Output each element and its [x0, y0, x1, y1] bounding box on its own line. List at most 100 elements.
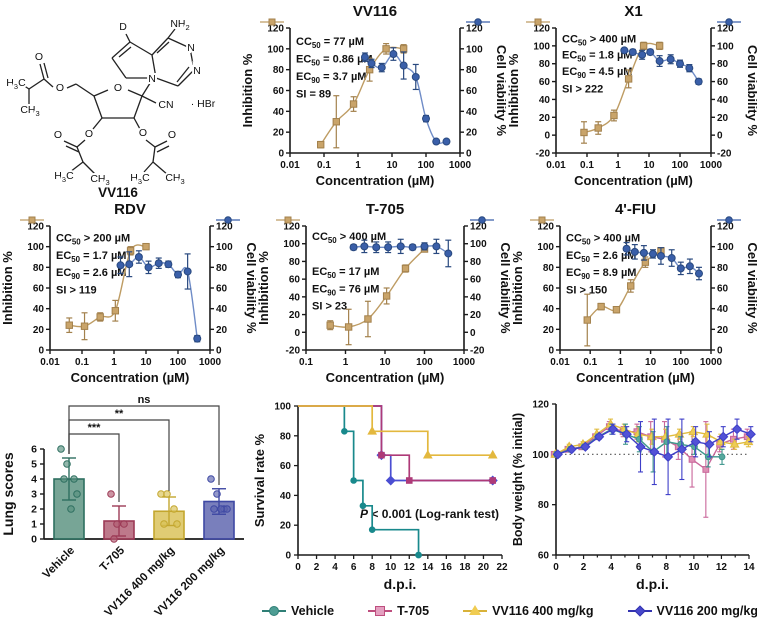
svg-text:60: 60	[33, 284, 45, 295]
svg-text:EC50 = 0.86 µM: EC50 = 0.86 µM	[296, 53, 373, 67]
svg-text:80: 80	[273, 65, 285, 76]
svg-text:CC50 > 400 µM: CC50 > 400 µM	[566, 232, 640, 246]
svg-text:40: 40	[466, 107, 478, 118]
svg-text:120: 120	[267, 24, 284, 35]
svg-text:Inhibition %: Inhibition %	[510, 251, 525, 325]
svg-text:120: 120	[470, 222, 487, 233]
svg-text:10: 10	[643, 160, 655, 171]
svg-text:20: 20	[216, 325, 228, 336]
svg-text:1: 1	[355, 160, 361, 171]
svg-text:10: 10	[379, 357, 391, 368]
svg-text:SI > 150: SI > 150	[566, 285, 607, 297]
svg-text:60: 60	[470, 275, 482, 286]
svg-text:Survival rate %: Survival rate %	[252, 433, 267, 527]
svg-text:0: 0	[216, 346, 222, 357]
svg-text:EC50 = 1.8 µM: EC50 = 1.8 µM	[562, 50, 632, 64]
svg-text:22: 22	[496, 562, 508, 573]
vv116-400-triangle-marker-icon	[463, 605, 488, 617]
svg-text:1000: 1000	[199, 357, 222, 368]
svg-text:100: 100	[672, 160, 689, 171]
svg-text:120: 120	[532, 400, 549, 411]
svg-text:· HBr: · HBr	[191, 98, 216, 110]
svg-text:VV116: VV116	[353, 3, 397, 20]
svg-text:1: 1	[615, 160, 621, 171]
svg-text:20: 20	[289, 310, 301, 321]
svg-text:Inhibition %: Inhibition %	[506, 53, 521, 127]
body-weight-chart: 60 80 100 120 0 2 4 6 8 10 12 14 Body weight (% init…	[511, 400, 756, 592]
rdv-dose-chart: 0 0 20 20 40 40 60 60 80 80 100 100 120 120 0.01 0.1 1 10…	[0, 201, 256, 385]
svg-text:40: 40	[280, 491, 292, 502]
svg-text:40: 40	[470, 292, 482, 303]
svg-text:60: 60	[717, 284, 729, 295]
svg-text:T-705: T-705	[98, 544, 128, 574]
svg-text:O: O	[56, 82, 64, 94]
svg-text:SI = 89: SI = 89	[296, 88, 331, 100]
svg-text:EC50 = 2.6 µM: EC50 = 2.6 µM	[566, 250, 636, 264]
svg-text:0.01: 0.01	[546, 160, 566, 171]
svg-text:P < 0.001 (Log-rank test): P < 0.001 (Log-rank test)	[360, 507, 499, 521]
svg-text:Cell viability %: Cell viability %	[745, 45, 757, 136]
vv116-200-diamond-marker-icon	[627, 605, 652, 617]
svg-text:100: 100	[672, 357, 689, 368]
svg-text:EC50 = 17 µM: EC50 = 17 µM	[312, 266, 379, 280]
legend-item-vehicle: Vehicle	[262, 604, 334, 618]
svg-text:20: 20	[470, 310, 482, 321]
svg-text:Concentration (µM): Concentration (µM)	[574, 173, 693, 188]
svg-text:d.p.i.: d.p.i.	[636, 576, 669, 592]
svg-text:EC90 = 76 µM: EC90 = 76 µM	[312, 283, 379, 297]
svg-text:40: 40	[216, 304, 228, 315]
lung-scores-panel: 0 1 2 3 4 5 6 Lung scores Vehicle T-705 VV116 400 …	[0, 394, 252, 627]
svg-text:100: 100	[283, 239, 300, 250]
svg-text:20: 20	[543, 325, 555, 336]
body-weight-panel: 60 80 100 120 0 2 4 6 8 10 12 14 Body weight (% init…	[510, 394, 757, 599]
svg-text:6: 6	[31, 444, 37, 456]
svg-text:0.1: 0.1	[583, 357, 597, 368]
svg-text:5: 5	[31, 459, 37, 471]
svg-text:Cell viability %: Cell viability %	[244, 242, 256, 333]
svg-text:CN: CN	[158, 99, 173, 111]
rdv-dose-panel: 0 0 20 20 40 40 60 60 80 80 100 100 120 120 0.01 0.1 1 10…	[0, 198, 256, 394]
svg-text:-20: -20	[536, 149, 551, 160]
svg-text:120: 120	[537, 222, 554, 233]
svg-text:80: 80	[216, 263, 228, 274]
svg-text:1000: 1000	[453, 357, 476, 368]
svg-text:Inhibition %: Inhibition %	[240, 53, 255, 127]
svg-text:100: 100	[416, 357, 433, 368]
svg-text:Body weight (% initial): Body weight (% initial)	[511, 413, 525, 546]
svg-text:N: N	[148, 73, 156, 85]
svg-text:0: 0	[548, 346, 554, 357]
svg-text:H3C: H3C	[130, 172, 150, 186]
svg-text:80: 80	[538, 500, 550, 511]
vv116-dose-chart: 0 0 20 20 40 40 60 60 80 80 100 100 120 120 0.01 0.1 1 10…	[240, 3, 506, 188]
svg-text:40: 40	[717, 304, 729, 315]
svg-text:1: 1	[618, 357, 624, 368]
svg-text:0.01: 0.01	[40, 357, 60, 368]
svg-text:80: 80	[289, 257, 301, 268]
svg-text:40: 40	[539, 95, 551, 106]
svg-text:10: 10	[140, 357, 152, 368]
svg-text:Concentration (µM): Concentration (µM)	[316, 173, 435, 188]
svg-text:120: 120	[717, 24, 734, 35]
svg-text:SI > 222: SI > 222	[562, 83, 603, 95]
svg-text:60: 60	[216, 284, 228, 295]
svg-text:Cell viability %: Cell viability %	[494, 45, 506, 136]
svg-text:H3C: H3C	[6, 77, 26, 91]
svg-text:CC50 > 400 µM: CC50 > 400 µM	[312, 231, 386, 245]
svg-text:-20: -20	[470, 346, 485, 357]
svg-text:0.01: 0.01	[550, 357, 570, 368]
svg-text:4: 4	[31, 474, 37, 486]
svg-text:100: 100	[717, 41, 734, 52]
svg-text:60: 60	[538, 551, 550, 562]
svg-text:ns: ns	[138, 394, 151, 406]
svg-text:Inhibition %: Inhibition %	[256, 251, 271, 325]
svg-text:120: 120	[533, 24, 550, 35]
svg-text:60: 60	[539, 77, 551, 88]
svg-text:**: **	[115, 408, 124, 420]
figure-legend: Vehicle T-705 VV116 400 mg/kg VV116 200 …	[258, 598, 757, 624]
svg-text:T-705: T-705	[366, 201, 404, 218]
svg-text:40: 40	[717, 95, 729, 106]
svg-text:80: 80	[33, 263, 45, 274]
svg-text:Concentration (µM): Concentration (µM)	[326, 370, 445, 385]
legend-item-vv116-400: VV116 400 mg/kg	[463, 604, 594, 618]
